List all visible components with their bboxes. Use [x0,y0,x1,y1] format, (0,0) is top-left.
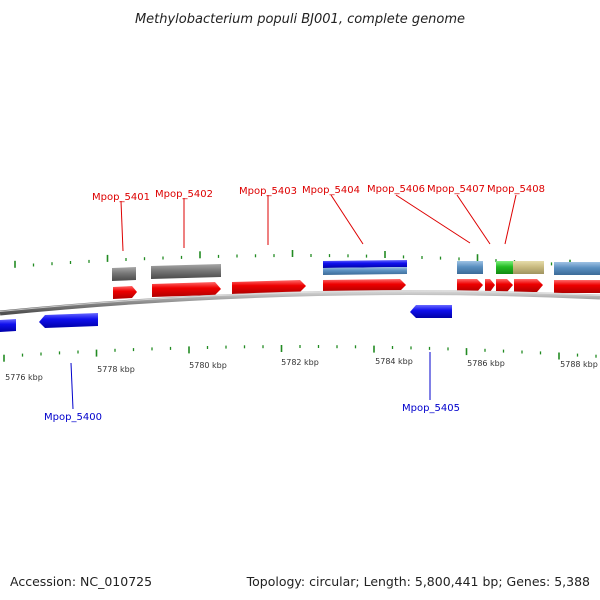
gene-label-mpop-5406: Mpop_5406 [367,184,425,195]
cds-mpop-5408 [514,279,543,292]
reverse-cds-track [0,305,452,332]
cds-mpop-5401 [113,286,137,299]
cds-mpop-5403 [232,280,306,294]
cds-mpop-5406 [457,279,483,292]
feature-gray-1 [112,267,136,281]
lower-tick-row [3,345,597,362]
scale-label-5788: 5788 kbp [560,360,598,369]
cds-reverse-left [0,319,16,332]
scale-label-5778: 5778 kbp [97,365,135,374]
gene-label-mpop-5401: Mpop_5401 [92,192,150,203]
reverse-gene-labels [70,352,431,410]
cds-mpop-5407a [485,279,495,292]
feature-steel-2 [457,261,483,274]
gene-label-mpop-5407: Mpop_5407 [427,184,485,195]
genome-stats-text: Topology: circular; Length: 5,800,441 bp… [246,574,590,589]
scale-label-5784: 5784 kbp [375,357,413,366]
map-title: Methylobacterium populi BJ001, complete … [135,12,465,27]
cds-mpop-5407b [496,279,513,292]
scale-label-5786: 5786 kbp [467,359,505,368]
scale-label-5782: 5782 kbp [281,358,319,367]
gene-label-mpop-5405: Mpop_5405 [402,403,460,414]
gene-label-mpop-5403: Mpop_5403 [239,186,297,197]
feature-khaki [513,261,544,274]
gene-label-mpop-5408: Mpop_5408 [487,184,545,195]
gene-label-mpop-5400: Mpop_5400 [44,412,102,423]
cds-mpop-5400 [39,313,98,328]
feature-steel-3 [554,262,600,275]
scale-labels: 5776 kbp 5778 kbp 5780 kbp 5782 kbp 5784… [5,357,598,382]
gene-label-mpop-5402: Mpop_5402 [155,189,213,200]
feature-steel-1 [323,267,407,275]
genome-backbone [0,290,600,316]
cds-mpop-5405 [410,305,452,318]
accession-text: Accession: NC_010725 [10,574,152,589]
cds-next [554,280,600,293]
feature-green [496,261,513,274]
forward-cds-track [113,279,600,299]
gene-label-mpop-5404: Mpop_5404 [302,185,360,196]
feature-gray-2 [151,264,221,279]
scale-label-5776: 5776 kbp [5,373,43,382]
cds-mpop-5404 [323,279,406,292]
feature-track [112,260,600,281]
feature-blue-top [323,260,407,268]
scale-label-5780: 5780 kbp [189,361,227,370]
cds-mpop-5402 [152,282,221,297]
forward-gene-labels [120,194,517,252]
